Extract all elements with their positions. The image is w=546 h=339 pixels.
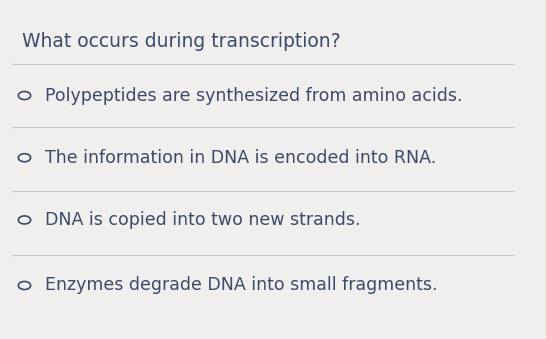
Text: The information in DNA is encoded into RNA.: The information in DNA is encoded into R… (45, 149, 436, 167)
Text: What occurs during transcription?: What occurs during transcription? (22, 32, 341, 51)
Text: DNA is copied into two new strands.: DNA is copied into two new strands. (45, 211, 360, 229)
Text: Enzymes degrade DNA into small fragments.: Enzymes degrade DNA into small fragments… (45, 277, 437, 295)
Text: Polypeptides are synthesized from amino acids.: Polypeptides are synthesized from amino … (45, 86, 462, 104)
